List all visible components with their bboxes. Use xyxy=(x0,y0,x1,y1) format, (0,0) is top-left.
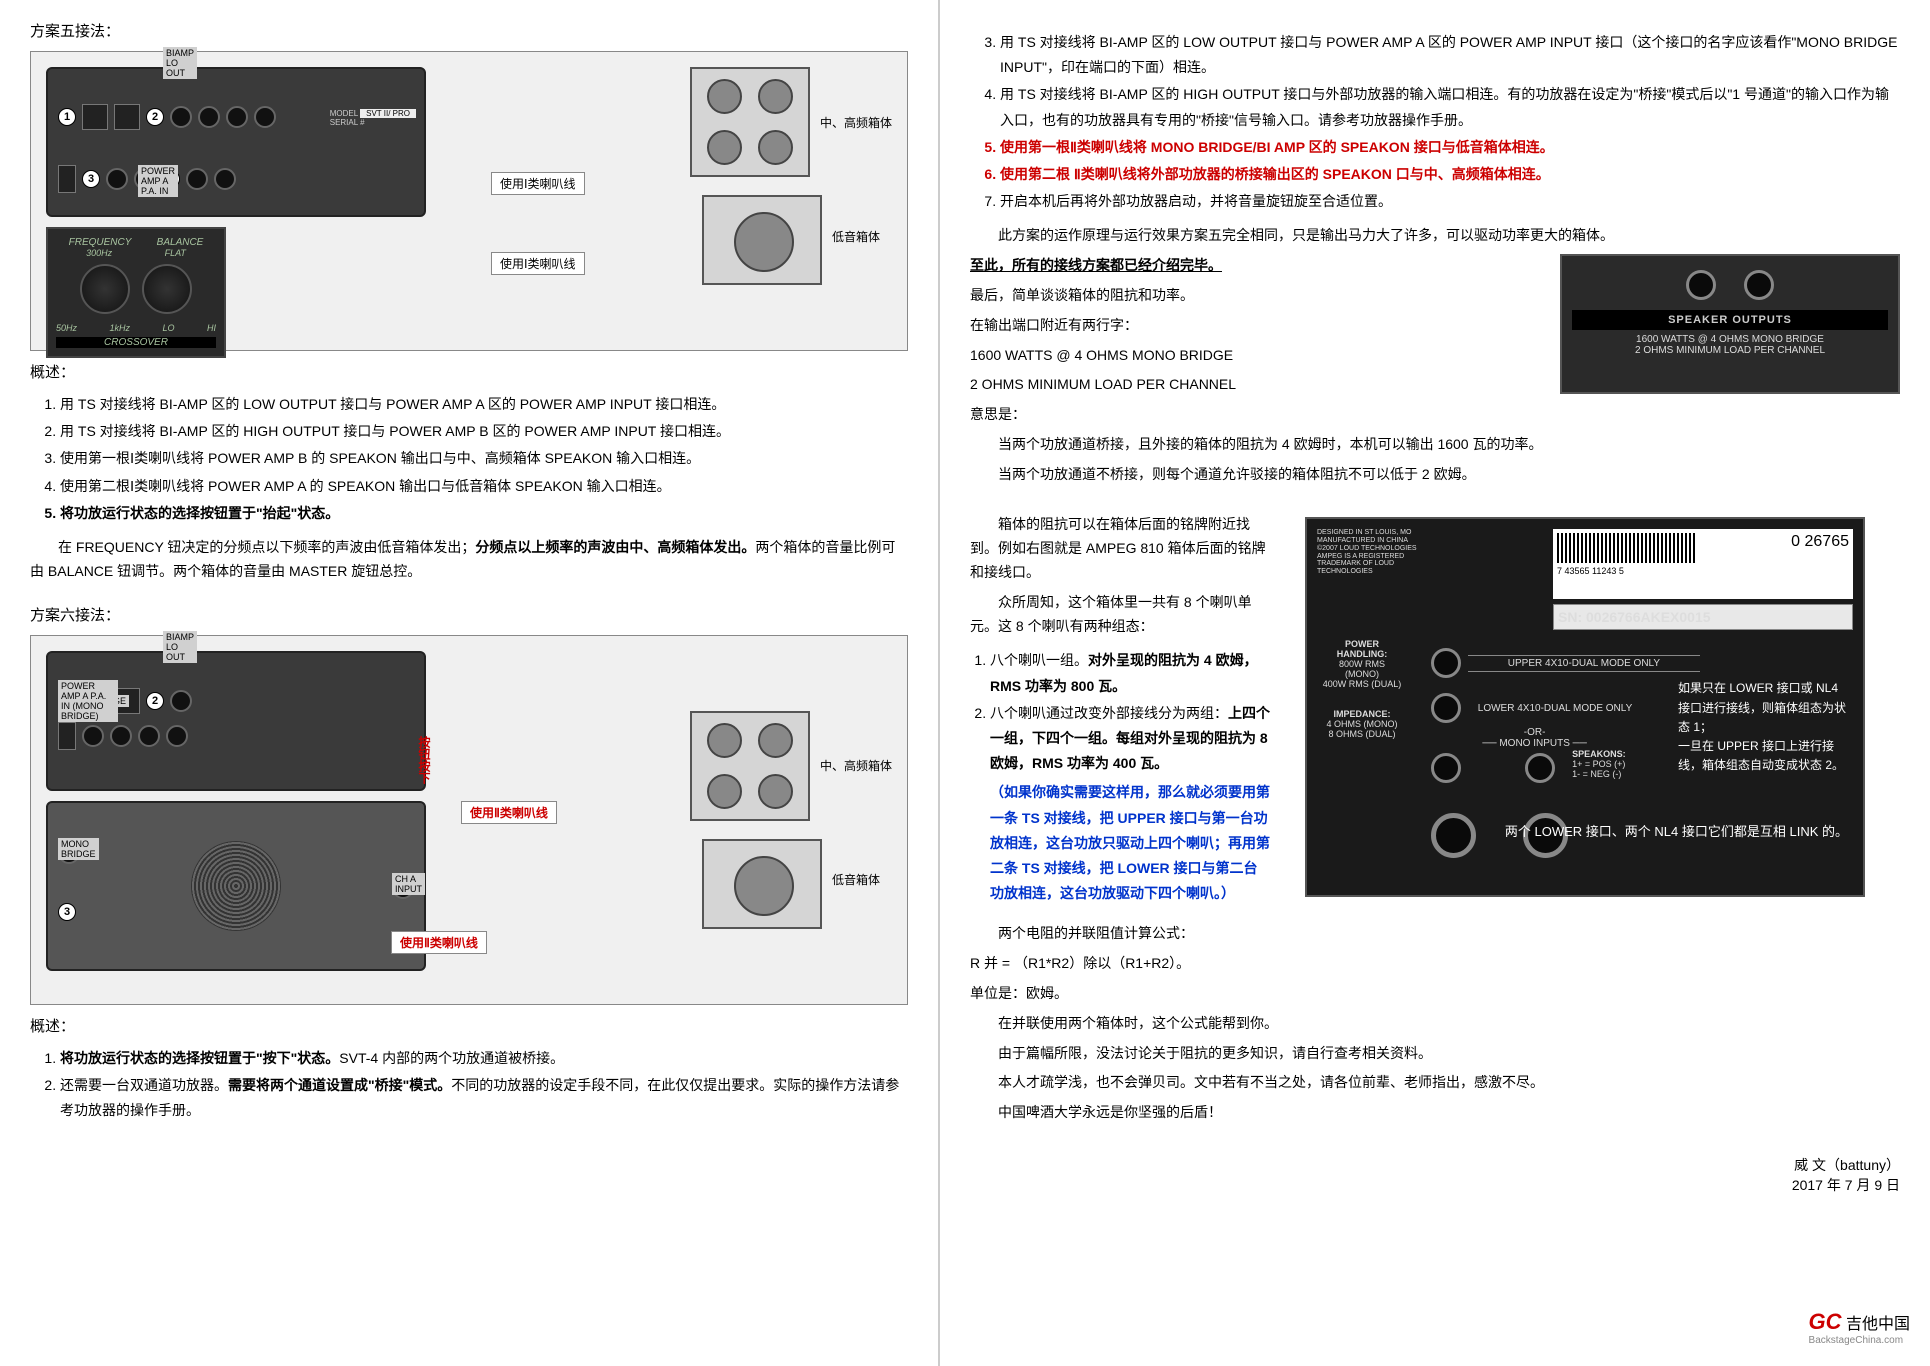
crossover-panel: FREQUENCY BALANCE 300Hz FLAT 50Hz 1kHz L… xyxy=(46,227,226,358)
ampeg-panel-photo: DESIGNED IN ST LOUIS, MO MANUFACTURED IN… xyxy=(1305,517,1865,897)
steps5: 用 TS 对接线将 BI-AMP 区的 LOW OUTPUT 接口与 POWER… xyxy=(60,392,908,526)
hf-cabinet xyxy=(690,67,810,177)
right-page: 用 TS 对接线将 BI-AMP 区的 LOW OUTPUT 接口与 POWER… xyxy=(940,0,1930,1366)
scheme5-title: 方案五接法： xyxy=(30,20,908,41)
num-3: 3 xyxy=(82,170,100,188)
overview5-lbl: 概述： xyxy=(30,361,908,382)
left-page: 方案五接法： BIAMP HI OUT BIAMP LO OUT 1 2 xyxy=(0,0,940,1366)
diagram6: BIAMP HI OUT BIAMP LO OUT 1 2 MONO BRIDG… xyxy=(30,635,908,1005)
lf-cabinet-6 xyxy=(702,839,822,929)
cable-label-6-2: 使用Ⅱ类喇叭线 xyxy=(391,931,487,954)
num-1: 1 xyxy=(58,108,76,126)
cable-label-6-1: 使用Ⅱ类喇叭线 xyxy=(461,801,557,824)
biamp-lo-label: BIAMP LO OUT xyxy=(163,47,197,79)
serial-number: SN: 0026766AKEX0015 xyxy=(1553,604,1853,630)
hf-cabinet-6 xyxy=(690,711,810,821)
amp-unit-6b: MONO BRIDGE 3 CH A INPUT xyxy=(46,801,426,971)
speaker-output-photo: SPEAKER OUTPUTS 1600 WATTS @ 4 OHMS MONO… xyxy=(1560,254,1900,394)
amp-unit-6a: BIAMP HI OUT BIAMP LO OUT 1 2 MONO BRIDG… xyxy=(46,651,426,791)
steps6: 将功放运行状态的选择按钮置于"按下"状态。SVT-4 内部的两个功放通道被桥接。… xyxy=(60,1046,908,1124)
para5: 在 FREQUENCY 钮决定的分频点以下频率的声波由低音箱体发出；分频点以上频… xyxy=(30,536,908,584)
lf-cabinet xyxy=(702,195,822,285)
cable-label-1: 使用Ⅰ类喇叭线 xyxy=(491,172,585,195)
scheme6-title: 方案六接法： xyxy=(30,604,908,625)
cable-label-2: 使用Ⅰ类喇叭线 xyxy=(491,252,585,275)
overview6-lbl: 概述： xyxy=(30,1015,908,1036)
num-2: 2 xyxy=(146,108,164,126)
steps-cont: 用 TS 对接线将 BI-AMP 区的 LOW OUTPUT 接口与 POWER… xyxy=(1000,30,1900,214)
site-logo: GC 吉他中国 BackstageChina.com xyxy=(1809,1309,1910,1346)
red-annotation: 按钮按下 xyxy=(416,736,433,784)
signature: 威 文（battuny） 2017 年 7 月 9 日 xyxy=(970,1155,1900,1195)
diagram5: BIAMP HI OUT BIAMP LO OUT 1 2 PWR AMP B … xyxy=(30,51,908,351)
amp-unit-5: BIAMP HI OUT BIAMP LO OUT 1 2 PWR AMP B … xyxy=(46,67,426,217)
barcode: 0 26765 7 43565 11243 5 xyxy=(1553,529,1853,599)
